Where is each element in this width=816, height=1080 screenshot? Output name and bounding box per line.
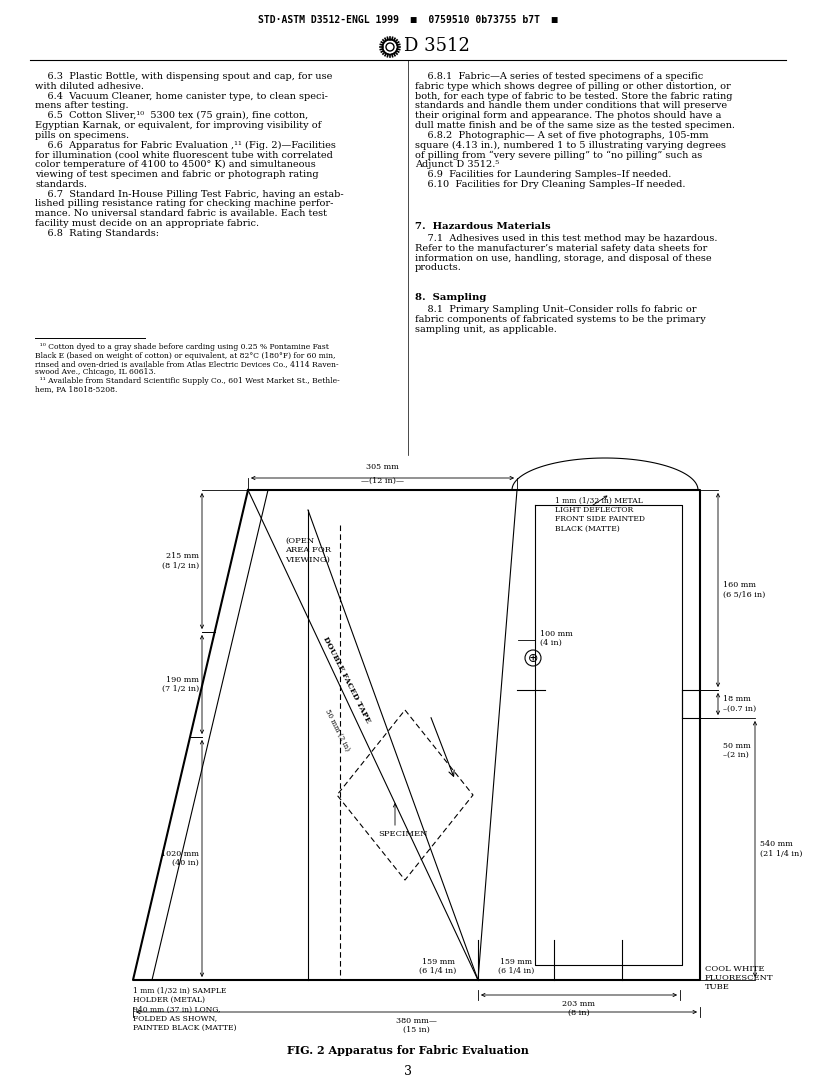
Text: fabric type which shows degree of pilling or other distortion, or: fabric type which shows degree of pillin… <box>415 82 731 91</box>
Text: Black E (based on weight of cotton) or equivalent, at 82°C (180°F) for 60 min,: Black E (based on weight of cotton) or e… <box>35 351 335 360</box>
Text: Refer to the manufacturer’s material safety data sheets for: Refer to the manufacturer’s material saf… <box>415 244 707 253</box>
Text: 190 mm
(7 1/2 in): 190 mm (7 1/2 in) <box>162 676 199 693</box>
Text: 6.8.2  Photographic— A set of five photographs, 105-mm: 6.8.2 Photographic— A set of five photog… <box>415 131 708 139</box>
Text: 6.8.1  Fabric—A series of tested specimens of a specific: 6.8.1 Fabric—A series of tested specimen… <box>415 72 703 81</box>
Text: 305 mm: 305 mm <box>366 463 399 471</box>
Text: 203 mm
(8 in): 203 mm (8 in) <box>562 1000 596 1017</box>
Text: mens after testing.: mens after testing. <box>35 102 129 110</box>
Text: for illumination (cool white fluorescent tube with correlated: for illumination (cool white fluorescent… <box>35 150 333 160</box>
Text: products.: products. <box>415 264 462 272</box>
Text: 8.  Sampling: 8. Sampling <box>415 293 486 302</box>
Text: 1 mm (1/32 in) METAL
LIGHT DEFLECTOR
FRONT SIDE PAINTED
BLACK (MATTE): 1 mm (1/32 in) METAL LIGHT DEFLECTOR FRO… <box>555 497 645 532</box>
Text: 50 mm (2 in): 50 mm (2 in) <box>323 707 351 753</box>
Text: DOUBLE FACED TAPE: DOUBLE FACED TAPE <box>322 635 372 725</box>
Text: FIG. 2 Apparatus for Fabric Evaluation: FIG. 2 Apparatus for Fabric Evaluation <box>287 1045 529 1056</box>
Text: standards.: standards. <box>35 179 87 189</box>
Text: 6.9  Facilities for Laundering Samples–If needed.: 6.9 Facilities for Laundering Samples–If… <box>415 170 672 179</box>
Text: their original form and appearance. The photos should have a: their original form and appearance. The … <box>415 111 721 120</box>
Text: of pilling from “very severe pilling” to “no pilling” such as: of pilling from “very severe pilling” to… <box>415 150 703 160</box>
Text: ⊕: ⊕ <box>528 651 539 664</box>
Text: Adjunct D 3512.⁵: Adjunct D 3512.⁵ <box>415 160 499 170</box>
Text: facility must decide on an appropriate fabric.: facility must decide on an appropriate f… <box>35 219 259 228</box>
Text: standards and handle them under conditions that will preserve: standards and handle them under conditio… <box>415 102 727 110</box>
Text: 100 mm
(4 in): 100 mm (4 in) <box>540 630 573 647</box>
Text: 50 mm
–(2 in): 50 mm –(2 in) <box>723 742 751 759</box>
Text: STD·ASTM D3512-ENGL 1999  ■  0759510 0b73755 b7T  ■: STD·ASTM D3512-ENGL 1999 ■ 0759510 0b737… <box>258 15 558 25</box>
Text: 8.1  Primary Sampling Unit–Consider rolls fo fabric or: 8.1 Primary Sampling Unit–Consider rolls… <box>415 305 697 314</box>
Text: rinsed and oven-dried is available from Atlas Electric Devices Co., 4114 Raven-: rinsed and oven-dried is available from … <box>35 360 339 368</box>
Text: D 3512: D 3512 <box>404 37 470 55</box>
Text: 6.6  Apparatus for Fabric Evaluation ,¹¹ (Fig. 2)—Facilities: 6.6 Apparatus for Fabric Evaluation ,¹¹ … <box>35 140 336 150</box>
Text: ¹¹ Available from Standard Scientific Supply Co., 601 West Market St., Bethle-: ¹¹ Available from Standard Scientific Su… <box>35 377 339 384</box>
Text: dull matte finish and be of the same size as the tested specimen.: dull matte finish and be of the same siz… <box>415 121 735 130</box>
Text: Egyptian Karnak, or equivalent, for improving visibility of: Egyptian Karnak, or equivalent, for impr… <box>35 121 322 130</box>
Text: pills on specimens.: pills on specimens. <box>35 131 129 139</box>
Text: 159 mm
(6 1/4 in): 159 mm (6 1/4 in) <box>498 958 534 975</box>
Text: hem, PA 18018-5208.: hem, PA 18018-5208. <box>35 386 118 393</box>
Text: 1 mm (1/32 in) SAMPLE
HOLDER (METAL)
940 mm (37 in) LONG,
FOLDED AS SHOWN,
PAINT: 1 mm (1/32 in) SAMPLE HOLDER (METAL) 940… <box>133 987 237 1031</box>
Text: —(12 in)—: —(12 in)— <box>361 477 404 485</box>
Text: 6.3  Plastic Bottle, with dispensing spout and cap, for use: 6.3 Plastic Bottle, with dispensing spou… <box>35 72 332 81</box>
Text: 380 mm—
(15 in): 380 mm— (15 in) <box>396 1017 437 1035</box>
Text: 6.5  Cotton Sliver,¹⁰  5300 tex (75 grain), fine cotton,: 6.5 Cotton Sliver,¹⁰ 5300 tex (75 grain)… <box>35 111 308 120</box>
Text: COOL WHITE
FLUORESCENT
TUBE: COOL WHITE FLUORESCENT TUBE <box>705 966 774 991</box>
Text: fabric components of fabricated systems to be the primary: fabric components of fabricated systems … <box>415 314 706 324</box>
Text: 6.4  Vacuum Cleaner, home canister type, to clean speci-: 6.4 Vacuum Cleaner, home canister type, … <box>35 92 328 100</box>
Text: sampling unit, as applicable.: sampling unit, as applicable. <box>415 325 557 334</box>
Text: ¹⁰ Cotton dyed to a gray shade before carding using 0.25 % Pontamine Fast: ¹⁰ Cotton dyed to a gray shade before ca… <box>35 343 329 351</box>
Text: (OPEN
AREA FOR
VIEWING): (OPEN AREA FOR VIEWING) <box>285 537 331 564</box>
Text: lished pilling resistance rating for checking machine perfor-: lished pilling resistance rating for che… <box>35 200 334 208</box>
Text: 6.10  Facilities for Dry Cleaning Samples–If needed.: 6.10 Facilities for Dry Cleaning Samples… <box>415 179 685 189</box>
Text: 6.8  Rating Standards:: 6.8 Rating Standards: <box>35 229 159 238</box>
Text: square (4.13 in.), numbered 1 to 5 illustrating varying degrees: square (4.13 in.), numbered 1 to 5 illus… <box>415 140 726 150</box>
Text: information on use, handling, storage, and disposal of these: information on use, handling, storage, a… <box>415 254 712 262</box>
Text: mance. No universal standard fabric is available. Each test: mance. No universal standard fabric is a… <box>35 210 327 218</box>
Text: SPECIMEN: SPECIMEN <box>379 831 428 838</box>
Text: 540 mm
(21 1/4 in): 540 mm (21 1/4 in) <box>760 840 802 858</box>
Text: swood Ave., Chicago, IL 60613.: swood Ave., Chicago, IL 60613. <box>35 368 156 377</box>
Text: 215 mm
(8 1/2 in): 215 mm (8 1/2 in) <box>162 552 199 569</box>
Text: 7.  Hazardous Materials: 7. Hazardous Materials <box>415 222 551 231</box>
Text: 1020 mm
(40 in): 1020 mm (40 in) <box>161 850 199 867</box>
Text: 7.1  Adhesives used in this test method may be hazardous.: 7.1 Adhesives used in this test method m… <box>415 234 717 243</box>
Text: 3: 3 <box>404 1065 412 1078</box>
Text: both, for each type of fabric to be tested. Store the fabric rating: both, for each type of fabric to be test… <box>415 92 733 100</box>
Text: color temperature of 4100 to 4500° K) and simultaneous: color temperature of 4100 to 4500° K) an… <box>35 160 316 170</box>
Text: 159 mm
(6 1/4 in): 159 mm (6 1/4 in) <box>419 958 457 975</box>
Text: viewing of test specimen and fabric or photograph rating: viewing of test specimen and fabric or p… <box>35 170 318 179</box>
Text: 6.7  Standard In-House Pilling Test Fabric, having an estab-: 6.7 Standard In-House Pilling Test Fabri… <box>35 190 344 199</box>
Text: with diluted adhesive.: with diluted adhesive. <box>35 82 144 91</box>
Text: 18 mm
–(0.7 in): 18 mm –(0.7 in) <box>723 696 756 713</box>
Text: 160 mm
(6 5/16 in): 160 mm (6 5/16 in) <box>723 581 765 598</box>
